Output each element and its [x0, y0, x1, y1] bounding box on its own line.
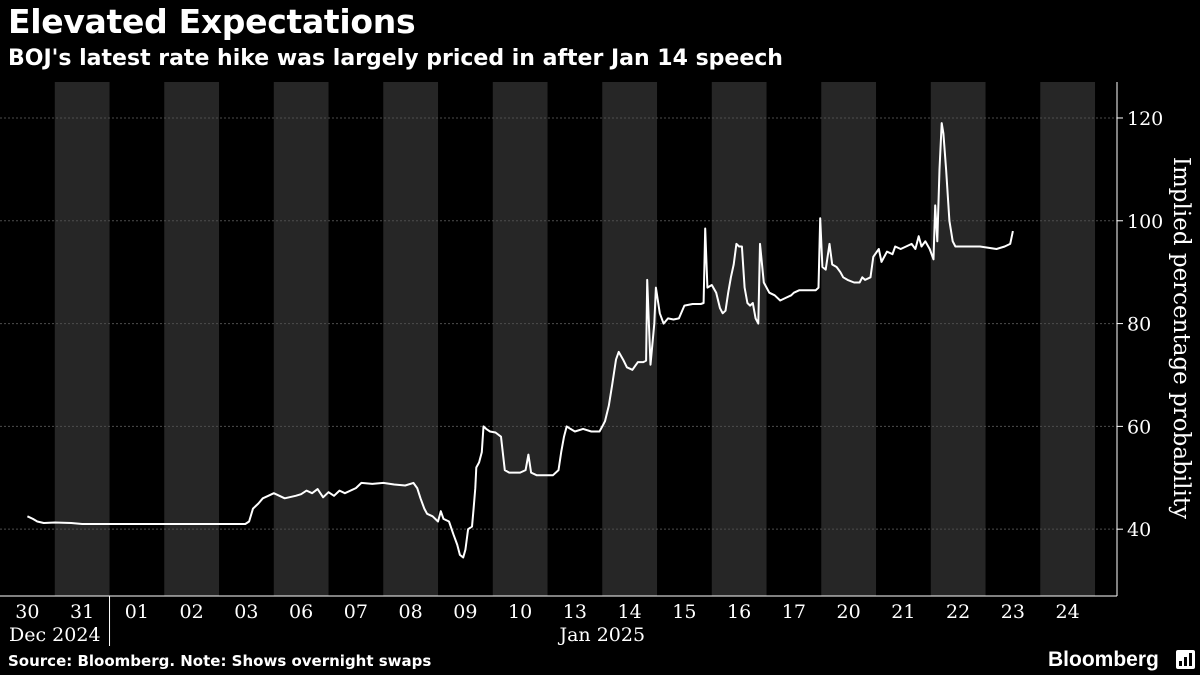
x-tick-label: 30 [15, 601, 39, 623]
day-band [164, 82, 220, 596]
x-axis: 30 31 01 02 03 06 07 08 09 10 13 14 15 16 17 20 21 22 23 24… [0, 595, 1117, 646]
chart-subtitle: BOJ's latest rate hike was largely price… [8, 46, 783, 71]
x-tick-label: 22 [946, 601, 970, 623]
day-band [54, 82, 110, 596]
day-band [1040, 82, 1096, 596]
x-tick-label: 03 [234, 601, 258, 623]
y-tick-label: 40 [1127, 519, 1151, 541]
day-band [930, 82, 986, 596]
x-tick-label: 10 [508, 601, 532, 623]
y-tick-label: 60 [1127, 416, 1151, 438]
x-tick-label: 20 [837, 601, 861, 623]
x-tick-label: 15 [672, 601, 696, 623]
x-tick-label: 08 [399, 601, 423, 623]
x-tick-label: 21 [891, 601, 915, 623]
x-tick-label: 07 [344, 601, 368, 623]
x-tick-label: 24 [1056, 601, 1080, 623]
weekday-bands [54, 82, 1096, 596]
day-band [821, 82, 877, 596]
day-band [602, 82, 658, 596]
y-tick-label: 80 [1127, 314, 1151, 336]
x-tick-label: 31 [70, 601, 94, 623]
bloomberg-logo: Bloomberg [1048, 648, 1159, 671]
x-tick-label: 02 [180, 601, 204, 623]
x-tick-label: 16 [727, 601, 751, 623]
day-band [383, 82, 439, 596]
series-line [26, 122, 1014, 559]
day-band [492, 82, 548, 596]
x-tick-label: 17 [782, 601, 806, 623]
x-tick-label: 23 [1001, 601, 1025, 623]
x-tick-label: 06 [289, 601, 313, 623]
y-tick-label: 120 [1127, 108, 1163, 130]
chart-title: Elevated Expectations [8, 2, 416, 41]
y-axis: 40 60 80 100 120 [1116, 82, 1163, 596]
period-label: Dec 2024 [9, 624, 101, 646]
source-note: Source: Bloomberg. Note: Shows overnight… [8, 652, 432, 670]
day-band [711, 82, 767, 596]
y-tick-label: 100 [1127, 211, 1163, 233]
period-label: Jan 2025 [557, 624, 645, 646]
x-tick-label: 09 [453, 601, 477, 623]
x-tick-label: 01 [125, 601, 149, 623]
x-tick-label: 14 [618, 601, 642, 623]
y-axis-label: Implied percentage probability [1168, 157, 1194, 519]
bar-chart-icon [1176, 650, 1195, 669]
day-band [273, 82, 329, 596]
x-tick-label: 13 [563, 601, 587, 623]
